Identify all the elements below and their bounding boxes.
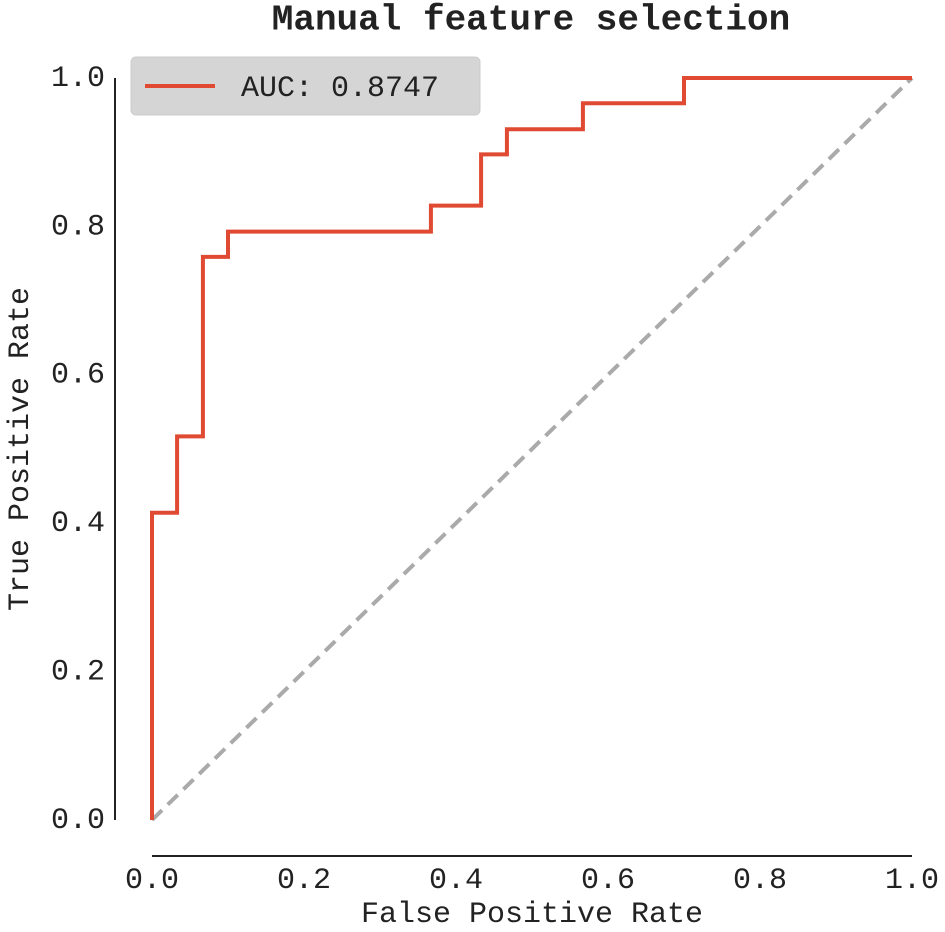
roc-line <box>150 76 912 820</box>
x-tick-label: 0.2 <box>277 864 331 898</box>
legend-label: AUC: 0.8747 <box>241 72 439 106</box>
x-tick-label: 0.0 <box>125 864 179 898</box>
x-tick-label: 0.6 <box>581 864 635 898</box>
x-axis-label: False Positive Rate <box>361 898 703 932</box>
y-tick-label: 1.0 <box>51 62 105 96</box>
y-tick-label: 0.6 <box>51 359 105 393</box>
x-tick-label: 1.0 <box>885 864 939 898</box>
legend-box <box>130 56 481 116</box>
x-tick-label: 0.4 <box>429 864 483 898</box>
y-tick-label: 0.8 <box>51 210 105 244</box>
reference-line <box>150 76 914 822</box>
y-axis-label: True Positive Rate <box>4 287 38 611</box>
y-tick-label: 0.0 <box>51 804 105 838</box>
chart-title: Manual feature selection <box>272 0 790 41</box>
y-tick-label: 0.4 <box>51 507 105 541</box>
x-tick-label: 0.8 <box>733 864 787 898</box>
y-tick-label: 0.2 <box>51 656 105 690</box>
